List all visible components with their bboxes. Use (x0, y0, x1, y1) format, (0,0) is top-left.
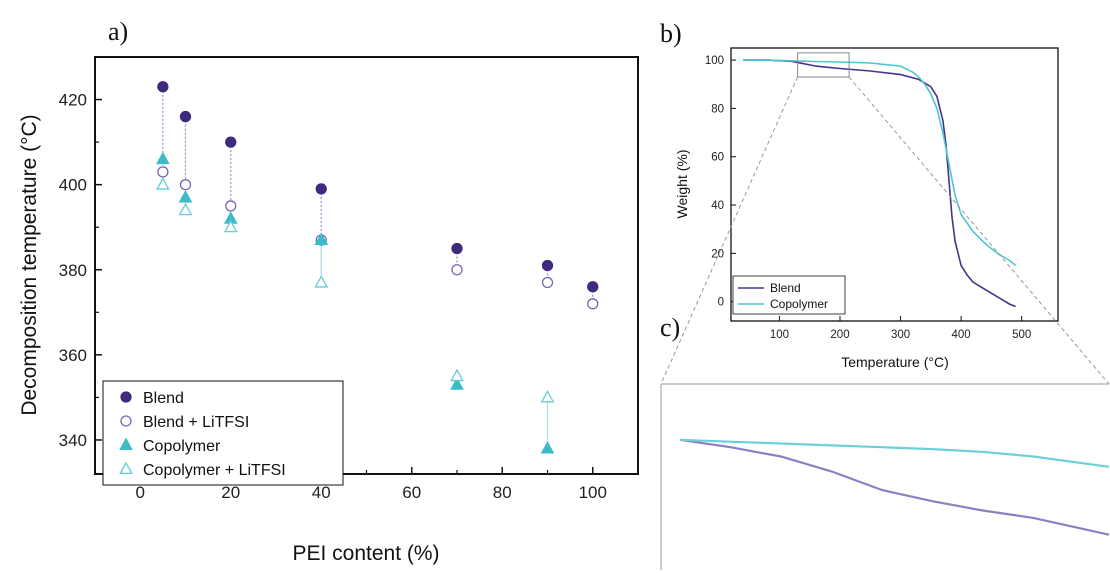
blend-litfsi-point (587, 298, 599, 310)
blend-point (587, 281, 599, 293)
panel-a-legend: Blend Blend + LiTFSI Copolymer Copolymer + … (102, 380, 344, 486)
panel-c-area (661, 384, 1109, 570)
x-tick-label: 40 (312, 483, 331, 502)
panel-a-y-axis-title: Decomposition temperature (°C) (18, 114, 41, 415)
zoom-guide-left (660, 76, 799, 385)
blend-litfsi-point (451, 264, 463, 276)
x-tick-label: 60 (402, 483, 421, 502)
blend-litfsi-point (225, 200, 237, 212)
x-tick-label: 80 (493, 483, 512, 502)
panel-label-a: a) (108, 17, 128, 46)
copolymer-point (450, 377, 464, 390)
copolymer-point (156, 151, 170, 165)
panel-b-zoom-box (797, 52, 850, 78)
x-tick-label: 0 (136, 483, 145, 502)
panel-a-markers (156, 81, 599, 454)
panel-c-series (679, 438, 1110, 536)
legend-marker-blend (120, 391, 132, 403)
panel-a-scatter-chart: 0 20 40 60 80 100 340 360 380 400 420 PEI content … (18, 56, 639, 565)
legend-marker-blend-litfsi (120, 415, 132, 427)
blend-point (225, 136, 237, 148)
y-tick-label: 400 (59, 176, 87, 195)
y-tick-label: 40 (711, 200, 724, 212)
blend-point (179, 110, 192, 123)
x-tick-label: 200 (830, 329, 849, 341)
legend-label-blend: Blend (770, 281, 801, 295)
blend-point (157, 81, 169, 93)
blend-litfsi-point (541, 276, 554, 289)
legend-label-blend-litfsi: Blend + LiTFSI (143, 414, 249, 431)
panel-b-line-chart: 100 200 300 400 500 0 20 40 60 80 100 Temperature … (674, 47, 1059, 370)
panel-b-x-axis-title: Temperature (°C) (841, 354, 949, 370)
copolymer-litfsi-point (540, 389, 555, 403)
panel-b-frame (730, 47, 1059, 322)
copolymer-litfsi-point (156, 177, 170, 190)
panel-b-y-axis-title: Weight (%) (674, 150, 690, 219)
copolymer-litfsi-point (178, 202, 193, 216)
legend-label-copolymer: Copolymer (770, 297, 828, 311)
panel-c-zoom-chart (660, 383, 1110, 570)
panel-a-x-axis-title: PEI content (%) (292, 542, 439, 565)
y-tick-label: 340 (59, 431, 87, 450)
blend-litfsi-point (157, 166, 169, 178)
y-tick-label: 20 (711, 248, 724, 260)
copolymer-point (540, 441, 555, 454)
blend-tga-line (743, 59, 1016, 308)
y-tick-label: 80 (711, 103, 724, 115)
zoom-guide-lines (660, 76, 1110, 385)
panel-label-c: c) (660, 313, 680, 342)
legend-marker-copolymer-litfsi (119, 461, 133, 475)
panel-a-ticks: 0 20 40 60 80 100 340 360 380 400 420 (59, 91, 607, 502)
zoom-guide-right (848, 76, 1110, 385)
copolymer-litfsi-point (314, 275, 329, 288)
blend-point (451, 242, 463, 255)
panel-b-series (743, 59, 1017, 308)
copolymer-point (314, 232, 329, 246)
blend-point (315, 183, 327, 195)
y-tick-label: 380 (59, 261, 87, 280)
copolymer-litfsi-point (450, 368, 464, 382)
copolymer-zoom-line (679, 438, 1110, 468)
blend-zoom-line (679, 438, 1110, 536)
legend-label-copolymer-litfsi: Copolymer + LiTFSI (143, 462, 286, 479)
x-tick-label: 20 (221, 483, 240, 502)
x-tick-label: 300 (891, 329, 910, 341)
y-tick-label: 360 (59, 346, 87, 365)
x-tick-label: 100 (770, 329, 789, 341)
y-tick-label: 420 (59, 91, 87, 110)
blend-litfsi-point (179, 179, 192, 191)
legend-label-copolymer: Copolymer (143, 438, 221, 455)
y-tick-label: 0 (718, 297, 724, 309)
legend-marker-copolymer (119, 437, 133, 451)
y-tick-label: 60 (711, 152, 724, 164)
y-tick-label: 100 (705, 55, 724, 67)
blend-point (541, 259, 554, 272)
panel-b-ticks: 100 200 300 400 500 0 20 40 60 80 100 (705, 55, 1031, 341)
panel-b-legend-box (732, 275, 846, 315)
panel-label-b: b) (660, 19, 682, 48)
copolymer-litfsi-point (223, 219, 238, 233)
x-tick-label: 400 (952, 329, 971, 341)
legend-label-blend: Blend (143, 390, 184, 407)
copolymer-tga-line (743, 59, 1017, 267)
x-tick-label: 100 (579, 483, 607, 502)
copolymer-point (178, 189, 193, 203)
x-tick-label: 500 (1012, 329, 1031, 341)
panel-b-legend: Blend Copolymer (732, 275, 846, 315)
panel-a-legend-box (102, 380, 344, 486)
